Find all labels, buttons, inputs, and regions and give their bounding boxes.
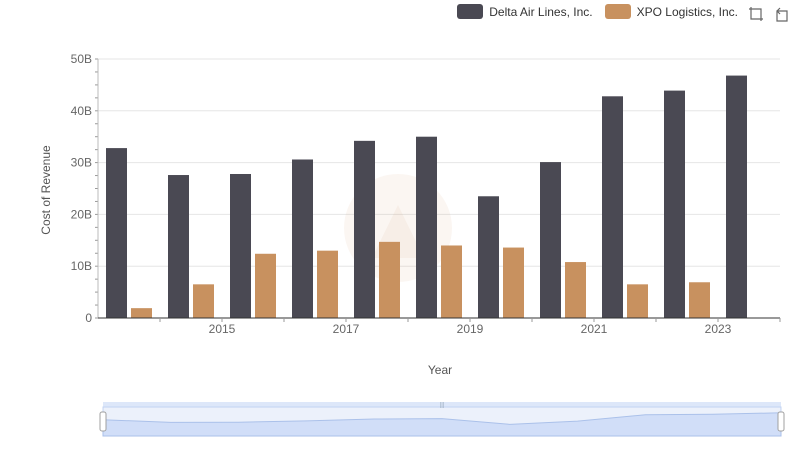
bar-delta	[540, 162, 561, 318]
y-axis-label: Cost of Revenue	[39, 145, 53, 235]
bar-xpo	[317, 250, 338, 318]
legend-item-delta[interactable]: Delta Air Lines, Inc.	[457, 4, 593, 19]
legend: Delta Air Lines, Inc. XPO Logistics, Inc…	[457, 4, 738, 19]
bar-delta	[106, 148, 127, 318]
axes: 0 10B 20B 30B 40B 50B 2015 2017 2019 2021 2023	[71, 52, 781, 336]
x-tick-label: 2021	[581, 322, 608, 336]
slider-overview-area	[102, 412, 782, 437]
bars	[106, 75, 747, 319]
x-tick-label: 2015	[209, 322, 236, 336]
legend-item-xpo[interactable]: XPO Logistics, Inc.	[604, 4, 738, 19]
legend-label-xpo: XPO Logistics, Inc.	[636, 4, 738, 19]
slider-grip-icon: |||	[440, 403, 445, 409]
legend-swatch-delta	[457, 4, 484, 19]
legend-label-delta: Delta Air Lines, Inc.	[489, 4, 593, 19]
y-tick-label: 50B	[71, 52, 92, 66]
y-tick-label: 0	[85, 311, 92, 325]
bar-xpo	[255, 253, 276, 318]
bar-delta	[478, 196, 499, 318]
bar-delta	[230, 173, 251, 318]
bar-xpo	[131, 308, 152, 318]
slider-handle-left[interactable]	[99, 411, 107, 432]
bar-delta	[168, 175, 189, 318]
slider-top-bar	[103, 402, 781, 407]
bar-xpo	[193, 284, 214, 318]
bar-xpo	[379, 241, 400, 318]
bar-xpo	[441, 245, 462, 318]
y-tick-label: 20B	[71, 207, 92, 221]
x-axis-label: Year	[428, 363, 452, 377]
bar-xpo	[565, 262, 586, 318]
x-tick-label: 2023	[705, 322, 732, 336]
data-zoom-slider[interactable]: |||	[99, 402, 785, 437]
bar-xpo	[503, 247, 524, 318]
slider-selection	[103, 407, 781, 436]
toolbox	[748, 6, 790, 22]
bar-delta	[354, 140, 375, 318]
bar-delta	[416, 136, 437, 318]
restore-icon[interactable]	[774, 6, 790, 22]
bar-xpo	[689, 282, 710, 318]
bar-delta	[726, 75, 747, 319]
bar-xpo	[627, 284, 648, 318]
y-tick-label: 10B	[71, 259, 92, 273]
x-tick-label: 2019	[457, 322, 484, 336]
zoom-icon[interactable]	[748, 6, 764, 22]
bar-delta	[292, 159, 313, 318]
legend-swatch-xpo	[604, 4, 631, 19]
slider-handle-right[interactable]	[777, 411, 785, 432]
y-tick-label: 40B	[71, 104, 92, 118]
bar-delta	[602, 96, 623, 319]
y-tick-label: 30B	[71, 156, 92, 170]
bar-delta	[664, 90, 685, 319]
x-tick-label: 2017	[333, 322, 360, 336]
